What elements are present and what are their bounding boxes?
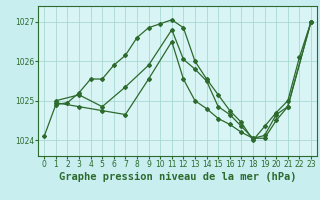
X-axis label: Graphe pression niveau de la mer (hPa): Graphe pression niveau de la mer (hPa) <box>59 172 296 182</box>
